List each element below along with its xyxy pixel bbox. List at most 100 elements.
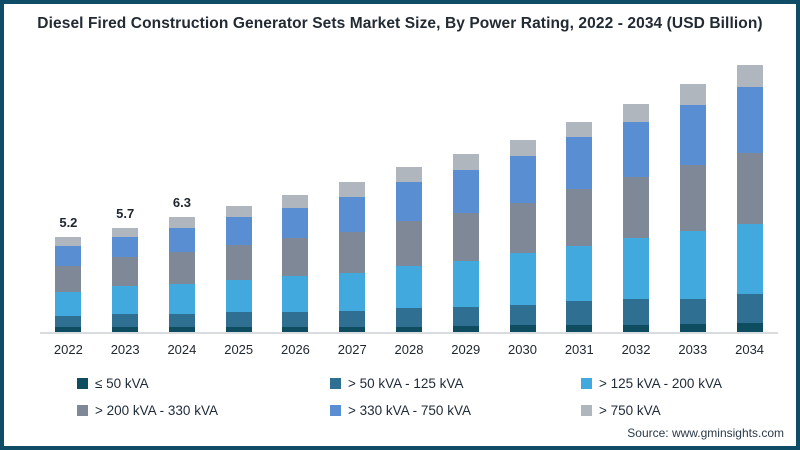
bar-segment (55, 326, 82, 332)
bar-segment (112, 236, 139, 257)
stacked-bar-2025 (225, 205, 252, 332)
x-tick-label-2026: 2026 (280, 342, 310, 357)
bar-segment (55, 246, 82, 267)
bar-segment (452, 170, 479, 214)
stacked-bar-2031 (566, 121, 593, 332)
bar-column-2031 (551, 52, 608, 332)
stacked-bar-2030 (509, 139, 536, 332)
legend: ≤ 50 kVA > 50 kVA - 125 kVA > 125 kVA - 20… (77, 370, 777, 424)
legend-swatch-icon (581, 405, 592, 416)
bar-segment (112, 256, 139, 287)
legend-label: > 330 kVA - 750 kVA (348, 403, 471, 418)
x-axis-labels: 2022 2023 2024 2025 2026 2027 2028 2029 2030 2031… (40, 334, 778, 357)
bar-segment (566, 137, 593, 190)
bar-segment (339, 232, 366, 273)
legend-label: > 200 kVA - 330 kVA (95, 403, 218, 418)
bar-segment (112, 286, 139, 314)
bar-segment (339, 196, 366, 233)
stacked-bar-2022 (55, 236, 82, 332)
x-tick-label-2032: 2032 (621, 342, 651, 357)
bar-segment (225, 205, 252, 217)
bar-value-label-2022: 5.2 (59, 214, 78, 230)
bar-segment (55, 291, 82, 316)
bar-segment (509, 155, 536, 204)
bar-segment (566, 324, 593, 332)
bar-segment (679, 231, 706, 300)
bar-segment (55, 266, 82, 292)
x-tick-label-2022: 2022 (53, 342, 83, 357)
bar-segment (623, 104, 650, 122)
bar-segment (623, 237, 650, 300)
bar-segment (225, 245, 252, 280)
bar-segment (282, 311, 309, 328)
bar-segment (736, 322, 763, 332)
bar-segment (395, 266, 422, 309)
bar-value-label-2023: 5.7 (116, 205, 135, 221)
bar-segment (452, 325, 479, 332)
bar-segment (55, 236, 82, 247)
bar-segment (509, 324, 536, 332)
stacked-bar-2033 (679, 84, 706, 332)
bar-segment (395, 326, 422, 332)
x-tick-label-2030: 2030 (508, 342, 537, 357)
stacked-bar-2028 (395, 167, 422, 332)
x-tick-label-2027: 2027 (337, 342, 367, 357)
bar-column-2030 (494, 52, 551, 332)
bar-segment (566, 300, 593, 325)
legend-item-4: > 330 kVA - 750 kVA (330, 403, 581, 418)
bar-segment (566, 189, 593, 247)
bar-column-2023: 5.7 (97, 52, 154, 332)
bar-column-2034 (721, 52, 778, 332)
bar-segment (339, 181, 366, 197)
stacked-bar-2024 (168, 216, 195, 332)
bar-segment (395, 221, 422, 267)
chart-title: Diesel Fired Construction Generator Sets… (37, 15, 763, 32)
bar-segment (623, 121, 650, 177)
bar-segment (679, 164, 706, 232)
bar-segment (736, 64, 763, 87)
bar-column-2029 (437, 52, 494, 332)
bar-segment (339, 310, 366, 328)
bar-segment (452, 154, 479, 171)
chart-area: 5.2 5.7 6.3 2022 2023 2024 2025 2026 2027 2028 20… (40, 52, 778, 357)
plot-area: 5.2 5.7 6.3 (40, 52, 778, 334)
bar-segment (679, 105, 706, 165)
legend-item-0: ≤ 50 kVA (77, 376, 330, 391)
bar-column-2028 (381, 52, 438, 332)
legend-swatch-icon (77, 378, 88, 389)
source-text: Source: www.gminsights.com (627, 426, 784, 440)
bar-segment (168, 326, 195, 332)
bar-segment (112, 227, 139, 237)
bar-segment (282, 237, 309, 277)
bar-segment (736, 86, 763, 153)
x-tick-label-2024: 2024 (167, 342, 197, 357)
bar-segment (679, 84, 706, 106)
x-tick-label-2033: 2033 (678, 342, 708, 357)
legend-item-5: > 750 kVA (581, 403, 777, 418)
bar-column-2022: 5.2 (40, 52, 97, 332)
bar-segment (55, 315, 82, 327)
bar-segment (282, 194, 309, 208)
bar-segment (736, 152, 763, 224)
bar-segment (225, 311, 252, 327)
stacked-bar-2029 (452, 154, 479, 332)
bar-segment (623, 299, 650, 325)
x-tick-label-2025: 2025 (224, 342, 254, 357)
bar-segment (452, 307, 479, 326)
bar-column-2027 (324, 52, 381, 332)
legend-swatch-icon (581, 378, 592, 389)
bar-segment (566, 246, 593, 301)
bar-column-2026 (267, 52, 324, 332)
bar-segment (395, 308, 422, 327)
bar-segment (509, 253, 536, 305)
legend-item-1: > 50 kVA - 125 kVA (330, 376, 581, 391)
bar-segment (679, 323, 706, 332)
bar-segment (168, 313, 195, 327)
bar-segment (736, 294, 763, 323)
legend-label: > 750 kVA (599, 403, 661, 418)
bar-segment (339, 327, 366, 332)
bar-column-2024: 6.3 (154, 52, 211, 332)
bar-segment (623, 176, 650, 238)
legend-swatch-icon (330, 405, 341, 416)
